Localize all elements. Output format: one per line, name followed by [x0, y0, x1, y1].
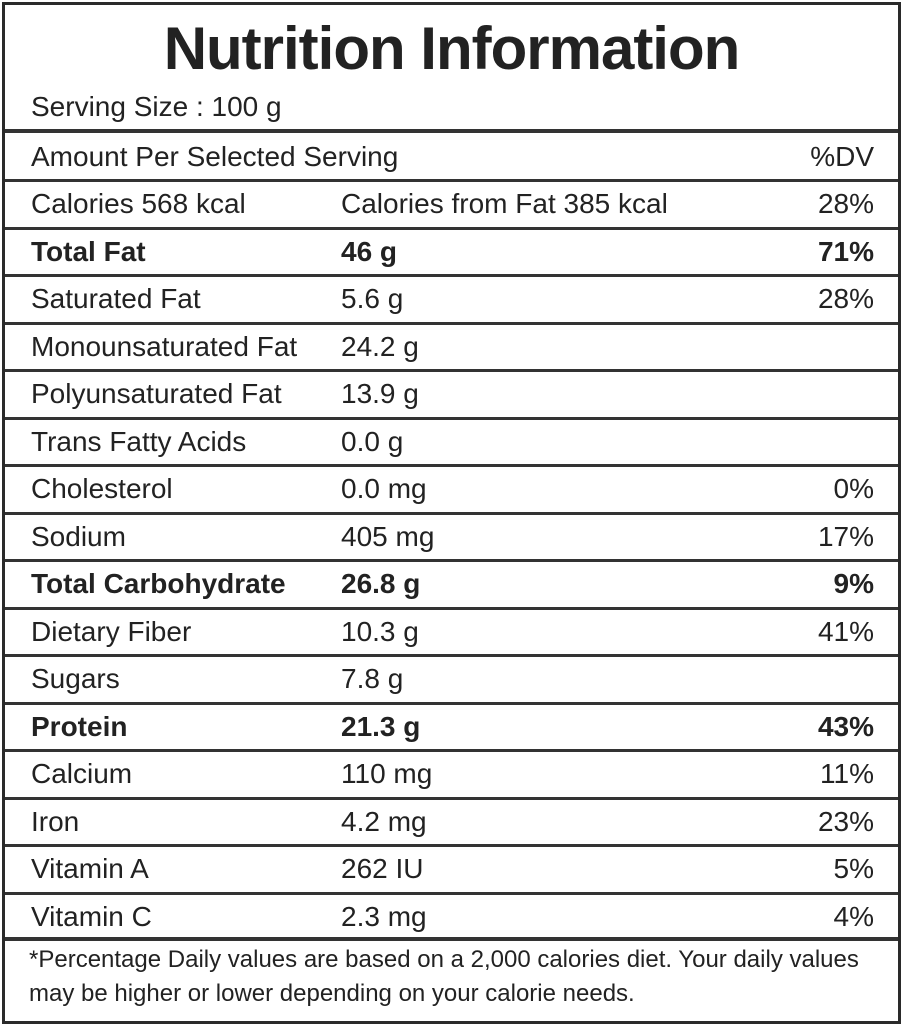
nutrient-dv: 0% — [833, 473, 874, 504]
nutrient-name: Total Carbohydrate — [31, 568, 286, 599]
divider — [5, 559, 898, 562]
nutrient-dv: 5% — [833, 853, 874, 884]
table-row: Calories 568 kcal Calories from Fat 385 k… — [5, 182, 898, 226]
nutrient-amount: 46 g — [341, 236, 398, 267]
nutrient-dv: 9% — [833, 568, 874, 599]
divider — [5, 892, 898, 895]
table-row: Sodium 405 mg 17% — [5, 515, 898, 559]
table-row: Iron 4.2 mg 23% — [5, 800, 898, 844]
table-row: Sugars 7.8 g — [5, 657, 898, 701]
table-row: Protein 21.3 g 43% — [5, 705, 898, 749]
nutrient-dv: 41% — [817, 616, 874, 647]
divider — [5, 702, 898, 705]
table-row: Dietary Fiber 10.3 g 41% — [5, 610, 898, 654]
divider — [5, 797, 898, 800]
divider — [5, 227, 898, 230]
divider — [5, 417, 898, 420]
table-row: Vitamin A 262 IU 5% — [5, 847, 898, 891]
nutrient-name: Vitamin A — [31, 853, 149, 884]
nutrient-name: Polyunsaturated Fat — [31, 378, 282, 409]
divider — [5, 607, 898, 610]
nutrient-amount: 0.0 g — [341, 426, 404, 457]
nutrient-amount: Calories from Fat 385 kcal — [341, 188, 668, 219]
nutrient-name: Saturated Fat — [31, 283, 201, 314]
nutrient-dv: 28% — [817, 283, 874, 314]
nutrient-dv: 28% — [817, 188, 874, 219]
nutrient-name: Sodium — [31, 521, 126, 552]
nutrient-name: Iron — [31, 806, 80, 837]
divider — [5, 369, 898, 372]
nutrient-amount: 7.8 g — [341, 663, 404, 694]
table-row: Polyunsaturated Fat 13.9 g — [5, 372, 898, 416]
nutrient-amount: 2.3 mg — [341, 901, 427, 932]
serving-size: Serving Size : 100 g — [31, 91, 282, 122]
table-row: Trans Fatty Acids 0.0 g — [5, 420, 898, 464]
divider — [5, 129, 898, 133]
nutrient-name: Calories 568 kcal — [31, 188, 246, 219]
nutrient-amount: 26.8 g — [341, 568, 421, 599]
nutrient-dv: 71% — [817, 236, 874, 267]
divider — [5, 274, 898, 277]
nutrient-name: Cholesterol — [31, 473, 173, 504]
nutrient-amount: 21.3 g — [341, 711, 421, 742]
table-row: Cholesterol 0.0 mg 0% — [5, 467, 898, 511]
divider — [5, 512, 898, 515]
nutrient-amount: 405 mg — [341, 521, 435, 552]
dv-header-label: %DV — [810, 141, 874, 172]
nutrient-name: Trans Fatty Acids — [31, 426, 247, 457]
table-row: Vitamin C 2.3 mg 4% — [5, 895, 898, 939]
nutrient-dv: 17% — [817, 521, 874, 552]
nutrient-name: Sugars — [31, 663, 120, 694]
nutrient-amount: 5.6 g — [341, 283, 404, 314]
nutrient-name: Monounsaturated Fat — [31, 331, 298, 362]
nutrient-dv: 4% — [833, 901, 874, 932]
label-title: Nutrition Information — [163, 15, 741, 82]
nutrient-name: Protein — [31, 711, 128, 742]
divider — [5, 937, 898, 941]
table-row: Calcium 110 mg 11% — [5, 752, 898, 796]
table-row: Saturated Fat 5.6 g 28% — [5, 277, 898, 321]
nutrient-name: Dietary Fiber — [31, 616, 192, 647]
nutrient-amount: 0.0 mg — [341, 473, 427, 504]
table-row: Total Fat 46 g 71% — [5, 230, 898, 274]
nutrient-dv: 23% — [817, 806, 874, 837]
footnote: *Percentage Daily values are based on a … — [29, 946, 859, 1007]
divider — [5, 749, 898, 752]
nutrient-name: Calcium — [31, 758, 133, 789]
nutrient-amount: 110 mg — [341, 758, 433, 789]
nutrient-name: Vitamin C — [31, 901, 152, 932]
nutrient-dv: 11% — [820, 758, 874, 789]
nutrient-amount: 13.9 g — [341, 378, 419, 409]
header-row: Amount Per Selected Serving %DV — [5, 135, 898, 179]
divider — [5, 464, 898, 467]
nutrient-amount: 24.2 g — [341, 331, 419, 362]
nutrient-dv: 43% — [817, 711, 874, 742]
nutrient-amount: 262 IU — [341, 853, 424, 884]
nutrient-amount: 10.3 g — [341, 616, 419, 647]
table-row: Monounsaturated Fat 24.2 g — [5, 325, 898, 369]
divider — [5, 179, 898, 182]
divider — [5, 322, 898, 325]
nutrient-amount: 4.2 mg — [341, 806, 427, 837]
divider — [5, 844, 898, 847]
amount-per-serving-label: Amount Per Selected Serving — [31, 141, 399, 172]
nutrient-name: Total Fat — [31, 236, 146, 267]
table-row: Total Carbohydrate 26.8 g 9% — [5, 562, 898, 606]
divider — [5, 654, 898, 657]
